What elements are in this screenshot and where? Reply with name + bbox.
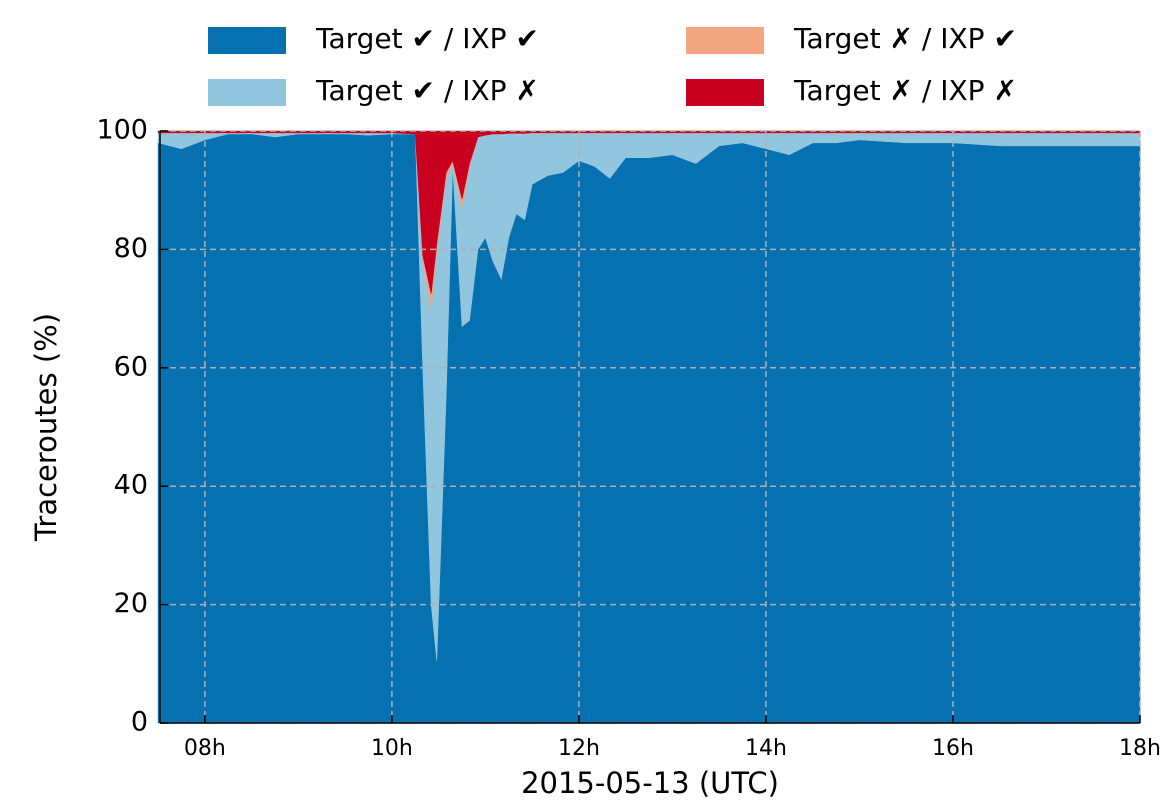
legend-swatch bbox=[686, 27, 764, 54]
y-tick-label: 60 bbox=[114, 351, 148, 382]
y-tick-label: 80 bbox=[114, 233, 148, 264]
y-tick-label: 100 bbox=[96, 115, 148, 146]
legend-label: Target ✔ / IXP ✗ bbox=[315, 74, 539, 107]
x-axis-label: 2015-05-13 (UTC) bbox=[521, 766, 779, 800]
y-axis-label: Traceroutes (%) bbox=[29, 313, 63, 542]
area bbox=[157, 133, 1141, 724]
x-tick-label: 10h bbox=[371, 736, 413, 761]
y-tick-label: 0 bbox=[131, 707, 148, 738]
y-tick-label: 40 bbox=[114, 470, 148, 501]
y-tick-label: 20 bbox=[114, 588, 148, 619]
x-tick-label: 16h bbox=[932, 736, 974, 761]
legend-label: Target ✔ / IXP ✔ bbox=[315, 22, 539, 55]
legend-swatch bbox=[208, 27, 286, 54]
legend-swatch bbox=[208, 79, 286, 106]
x-tick-label: 12h bbox=[558, 736, 600, 761]
legend-label: Target ✗ / IXP ✗ bbox=[793, 74, 1017, 107]
legend-label: Target ✗ / IXP ✔ bbox=[793, 22, 1017, 55]
x-tick-label: 08h bbox=[184, 736, 226, 761]
x-tick-label: 18h bbox=[1119, 736, 1161, 761]
legend-swatch bbox=[686, 79, 764, 106]
x-tick-label: 14h bbox=[745, 736, 787, 761]
